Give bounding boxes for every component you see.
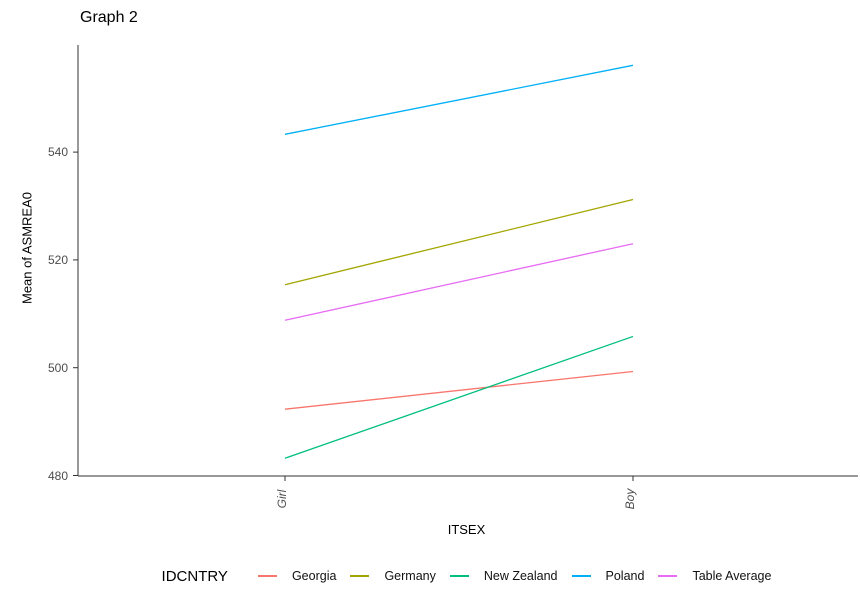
- legend-item-label: Table Average: [692, 569, 772, 583]
- legend-item-label: New Zealand: [483, 569, 558, 583]
- legend-items: Georgia Germany New Zealand Poland Table Ave…: [244, 569, 771, 583]
- series-line-table-average: [284, 243, 634, 321]
- y-tick-label: 520: [47, 252, 68, 267]
- legend-key-line-icon: [658, 575, 678, 577]
- legend-item: Poland: [571, 569, 645, 583]
- legend-item: Georgia: [257, 569, 337, 583]
- y-tick-label: 480: [47, 468, 68, 483]
- x-tick-label: Boy: [623, 488, 637, 510]
- legend-item-label: Germany: [384, 569, 436, 583]
- y-tick-label: 500: [47, 360, 68, 375]
- legend-item-label: Poland: [605, 569, 645, 583]
- legend-key-line-icon: [449, 575, 469, 577]
- legend-key-line-icon: [350, 575, 370, 577]
- legend-item: New Zealand: [449, 569, 558, 583]
- series-line-germany: [284, 198, 634, 286]
- legend-title: IDCNTRY: [161, 567, 228, 585]
- legend-item: Table Average: [658, 569, 771, 583]
- series-line-new-zealand: [284, 335, 634, 459]
- y-tick-label: 540: [47, 145, 68, 160]
- legend-item-label: Georgia: [291, 569, 337, 583]
- legend-key-line-icon: [571, 575, 591, 577]
- y-axis-title: Mean of ASMREA0: [19, 192, 35, 304]
- legend-item: Germany: [350, 569, 436, 583]
- x-tick-label: Girl: [274, 489, 289, 509]
- chart-title: Graph 2: [80, 9, 138, 26]
- legend: IDCNTRY Georgia Germany New Zealand Poland T…: [78, 562, 855, 590]
- series-line-georgia: [284, 370, 634, 410]
- series-line-poland: [284, 64, 634, 135]
- x-axis-title: ITSEX: [447, 522, 486, 537]
- legend-key-line-icon: [257, 575, 277, 577]
